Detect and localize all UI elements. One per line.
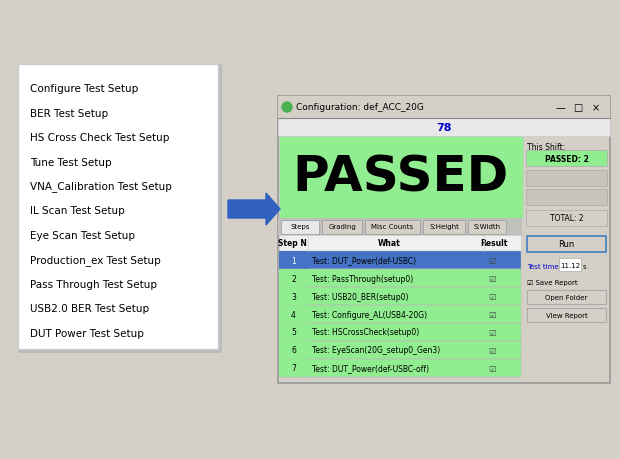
FancyBboxPatch shape bbox=[468, 220, 506, 235]
FancyBboxPatch shape bbox=[279, 269, 308, 287]
Text: Test: DUT_Power(def-USBC): Test: DUT_Power(def-USBC) bbox=[312, 256, 416, 265]
Text: ☑: ☑ bbox=[489, 364, 496, 373]
Text: S:Height: S:Height bbox=[429, 224, 459, 230]
Text: Steps: Steps bbox=[290, 224, 309, 230]
FancyBboxPatch shape bbox=[21, 68, 221, 352]
Text: Grading: Grading bbox=[328, 224, 356, 230]
Text: Pass Through Test Setup: Pass Through Test Setup bbox=[30, 279, 157, 289]
Text: Result: Result bbox=[480, 239, 508, 248]
FancyBboxPatch shape bbox=[527, 236, 606, 252]
Text: 5: 5 bbox=[291, 328, 296, 337]
Text: TOTAL: 2: TOTAL: 2 bbox=[550, 214, 583, 223]
Text: USB2.0 BER Test Setup: USB2.0 BER Test Setup bbox=[30, 304, 149, 313]
Text: IL Scan Test Setup: IL Scan Test Setup bbox=[30, 206, 125, 216]
FancyBboxPatch shape bbox=[279, 137, 523, 218]
FancyBboxPatch shape bbox=[526, 190, 607, 206]
FancyBboxPatch shape bbox=[278, 119, 610, 137]
FancyBboxPatch shape bbox=[279, 287, 308, 305]
Text: Configure Test Setup: Configure Test Setup bbox=[30, 84, 138, 94]
Text: 7: 7 bbox=[291, 364, 296, 373]
Text: 3: 3 bbox=[291, 292, 296, 301]
Text: ×: × bbox=[592, 103, 600, 113]
FancyBboxPatch shape bbox=[322, 220, 362, 235]
FancyBboxPatch shape bbox=[279, 359, 521, 377]
Text: What: What bbox=[378, 239, 401, 248]
Text: ☑: ☑ bbox=[489, 328, 496, 337]
FancyBboxPatch shape bbox=[279, 269, 521, 287]
FancyBboxPatch shape bbox=[423, 220, 465, 235]
FancyBboxPatch shape bbox=[527, 308, 606, 322]
FancyBboxPatch shape bbox=[278, 218, 522, 235]
FancyBboxPatch shape bbox=[281, 220, 319, 235]
Text: Step N: Step N bbox=[278, 239, 306, 248]
FancyBboxPatch shape bbox=[526, 151, 607, 167]
Text: 6: 6 bbox=[291, 346, 296, 355]
Text: 4: 4 bbox=[291, 310, 296, 319]
Text: ☑: ☑ bbox=[489, 256, 496, 265]
Text: Test: DUT_Power(def-USBC-off): Test: DUT_Power(def-USBC-off) bbox=[312, 364, 429, 373]
Text: VNA_Calibration Test Setup: VNA_Calibration Test Setup bbox=[30, 181, 172, 192]
Text: Test: PassThrough(setup0): Test: PassThrough(setup0) bbox=[312, 274, 414, 283]
Circle shape bbox=[282, 103, 292, 113]
FancyBboxPatch shape bbox=[527, 291, 606, 304]
Text: Open Folder: Open Folder bbox=[546, 294, 588, 300]
Text: 2: 2 bbox=[291, 274, 296, 283]
Text: Production_ex Test Setup: Production_ex Test Setup bbox=[30, 254, 161, 265]
FancyBboxPatch shape bbox=[279, 287, 521, 305]
FancyBboxPatch shape bbox=[279, 252, 521, 269]
Text: S:Width: S:Width bbox=[474, 224, 500, 230]
Text: Tune Test Setup: Tune Test Setup bbox=[30, 157, 112, 167]
Text: ☑ Save Report: ☑ Save Report bbox=[527, 280, 578, 285]
FancyBboxPatch shape bbox=[278, 97, 610, 119]
Text: HS Cross Check Test Setup: HS Cross Check Test Setup bbox=[30, 133, 169, 143]
Text: Configuration: def_ACC_20G: Configuration: def_ACC_20G bbox=[296, 103, 424, 112]
FancyBboxPatch shape bbox=[279, 323, 308, 341]
FancyBboxPatch shape bbox=[279, 305, 521, 323]
Text: Test: HSCrossCheck(setup0): Test: HSCrossCheck(setup0) bbox=[312, 328, 419, 337]
Text: DUT Power Test Setup: DUT Power Test Setup bbox=[30, 328, 144, 338]
FancyBboxPatch shape bbox=[18, 65, 218, 349]
FancyBboxPatch shape bbox=[279, 359, 308, 377]
Text: Misc Counts: Misc Counts bbox=[371, 224, 414, 230]
Text: Test time: Test time bbox=[527, 263, 559, 269]
FancyBboxPatch shape bbox=[526, 171, 607, 187]
Text: Test: EyeScan(20G_setup0_Gen3): Test: EyeScan(20G_setup0_Gen3) bbox=[312, 346, 440, 355]
Text: BER Test Setup: BER Test Setup bbox=[30, 108, 108, 118]
Text: View Report: View Report bbox=[546, 312, 587, 318]
Text: 11.12: 11.12 bbox=[560, 262, 580, 268]
Text: 78: 78 bbox=[436, 123, 452, 133]
FancyBboxPatch shape bbox=[279, 341, 521, 359]
Text: Test: Configure_AL(USB4-20G): Test: Configure_AL(USB4-20G) bbox=[312, 310, 427, 319]
FancyBboxPatch shape bbox=[218, 65, 222, 353]
FancyBboxPatch shape bbox=[18, 349, 220, 353]
FancyBboxPatch shape bbox=[559, 258, 581, 271]
FancyBboxPatch shape bbox=[278, 97, 610, 383]
Text: Eye Scan Test Setup: Eye Scan Test Setup bbox=[30, 230, 135, 241]
FancyArrow shape bbox=[228, 194, 280, 225]
Text: Test: USB20_BER(setup0): Test: USB20_BER(setup0) bbox=[312, 292, 409, 301]
FancyBboxPatch shape bbox=[365, 220, 420, 235]
Text: Run: Run bbox=[559, 240, 575, 249]
FancyBboxPatch shape bbox=[279, 323, 521, 341]
FancyBboxPatch shape bbox=[279, 341, 308, 359]
Text: □: □ bbox=[574, 103, 583, 113]
Text: ☑: ☑ bbox=[489, 292, 496, 301]
Text: PASSED: 2: PASSED: 2 bbox=[544, 154, 588, 163]
FancyBboxPatch shape bbox=[526, 211, 607, 226]
FancyBboxPatch shape bbox=[279, 305, 308, 323]
Text: ☑: ☑ bbox=[489, 310, 496, 319]
Text: ☑: ☑ bbox=[489, 274, 496, 283]
Text: This Shift:: This Shift: bbox=[527, 142, 565, 151]
FancyBboxPatch shape bbox=[279, 252, 308, 269]
FancyBboxPatch shape bbox=[279, 235, 521, 252]
Text: s: s bbox=[583, 263, 587, 269]
Text: PASSED: PASSED bbox=[292, 154, 508, 202]
Text: 1: 1 bbox=[291, 256, 296, 265]
Text: —: — bbox=[555, 103, 565, 113]
Text: ☑: ☑ bbox=[489, 346, 496, 355]
